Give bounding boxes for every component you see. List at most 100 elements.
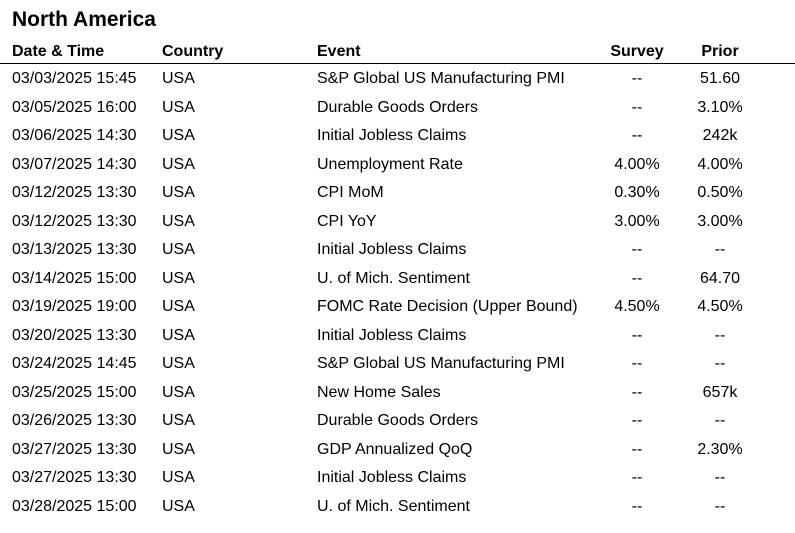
cell-country: USA <box>162 98 195 116</box>
cell-country: USA <box>162 412 195 429</box>
cell-prior: -- <box>714 412 726 429</box>
cell-event: New Home Sales <box>317 383 441 401</box>
cell-country: USA <box>162 326 195 344</box>
cell-survey: -- <box>631 269 643 287</box>
cell-event: S&P Global US Manufacturing PMI <box>317 355 565 372</box>
cell-prior: 51.60 <box>699 70 741 87</box>
table-row: 03/19/2025 19:00 USA FOMC Rate Decision (U… <box>0 293 795 322</box>
cell-survey: -- <box>631 355 643 372</box>
cell-prior: 0.50% <box>697 184 743 201</box>
column-header-prior: Prior <box>701 43 739 60</box>
cell-event: Initial Jobless Claims <box>317 241 467 258</box>
cell-date: 03/05/2025 16:00 <box>12 98 137 116</box>
table-row: 03/12/2025 13:30 USA CPI YoY 3.00% 3.00% <box>0 208 795 237</box>
cell-country: USA <box>162 184 195 201</box>
cell-survey: 4.50% <box>614 298 660 315</box>
cell-date: 03/19/2025 19:00 <box>12 298 137 315</box>
page-title: North America <box>12 8 156 31</box>
table-row: 03/05/2025 16:00 USA Durable Goods Orders -… <box>0 94 795 123</box>
cell-country: USA <box>162 70 195 87</box>
table-row: 03/28/2025 15:00 USA U. of Mich. Sentiment… <box>0 493 795 522</box>
cell-event: Durable Goods Orders <box>317 412 478 429</box>
cell-prior: 4.00% <box>697 155 743 173</box>
cell-country: USA <box>162 298 195 315</box>
cell-survey: -- <box>631 98 643 116</box>
cell-survey: -- <box>631 326 643 344</box>
cell-prior: 4.50% <box>697 298 743 315</box>
cell-prior: -- <box>714 241 726 258</box>
cell-event: Initial Jobless Claims <box>317 127 467 144</box>
cell-survey: -- <box>631 469 643 486</box>
cell-country: USA <box>162 212 195 230</box>
cell-prior: -- <box>714 355 726 372</box>
cell-survey: 0.30% <box>614 184 660 201</box>
cell-event: CPI MoM <box>317 184 384 201</box>
cell-event: Unemployment Rate <box>317 155 463 173</box>
cell-date: 03/25/2025 15:00 <box>12 383 137 401</box>
cell-date: 03/28/2025 15:00 <box>12 497 137 515</box>
cell-prior: 657k <box>702 383 738 401</box>
cell-survey: -- <box>631 440 643 458</box>
column-header-country: Country <box>162 43 224 60</box>
cell-event: S&P Global US Manufacturing PMI <box>317 70 565 87</box>
cell-country: USA <box>162 383 195 401</box>
cell-country: USA <box>162 269 195 287</box>
cell-prior: 3.10% <box>697 98 743 116</box>
table-row: 03/14/2025 15:00 USA U. of Mich. Sentiment… <box>0 265 795 294</box>
table-body: 03/03/2025 15:45 USA S&P Global US Manufac… <box>0 65 795 521</box>
cell-country: USA <box>162 440 195 458</box>
cell-date: 03/24/2025 14:45 <box>12 355 137 372</box>
economic-calendar-table: Date & Time Country Event Survey Prior 0… <box>0 40 795 520</box>
table-row: 03/07/2025 14:30 USA Unemployment Rate 4.00… <box>0 151 795 180</box>
cell-survey: -- <box>631 127 643 144</box>
table-row: 03/27/2025 13:30 USA Initial Jobless Claim… <box>0 464 795 493</box>
cell-date: 03/27/2025 13:30 <box>12 469 137 486</box>
cell-country: USA <box>162 497 195 515</box>
cell-date: 03/26/2025 13:30 <box>12 412 137 429</box>
cell-date: 03/12/2025 13:30 <box>12 212 137 230</box>
cell-survey: 3.00% <box>614 212 660 230</box>
cell-event: CPI YoY <box>317 212 377 230</box>
cell-date: 03/03/2025 15:45 <box>12 70 137 87</box>
column-header-date: Date & Time <box>12 43 105 60</box>
cell-survey: 4.00% <box>614 155 660 173</box>
table-row: 03/26/2025 13:30 USA Durable Goods Orders -… <box>0 407 795 436</box>
table-row: 03/20/2025 13:30 USA Initial Jobless Claim… <box>0 322 795 351</box>
cell-survey: -- <box>631 241 643 258</box>
cell-event: Initial Jobless Claims <box>317 469 467 486</box>
cell-survey: -- <box>631 412 643 429</box>
cell-prior: 3.00% <box>697 212 743 230</box>
cell-event: Initial Jobless Claims <box>317 326 467 344</box>
column-header-event: Event <box>317 43 361 60</box>
cell-prior: -- <box>714 497 726 515</box>
table-row: 03/03/2025 15:45 USA S&P Global US Manufac… <box>0 65 795 94</box>
cell-country: USA <box>162 469 195 486</box>
table-row: 03/13/2025 13:30 USA Initial Jobless Claim… <box>0 236 795 265</box>
cell-prior: 2.30% <box>697 440 743 458</box>
table-row: 03/12/2025 13:30 USA CPI MoM 0.30% 0.50% <box>0 179 795 208</box>
cell-date: 03/14/2025 15:00 <box>12 269 137 287</box>
cell-country: USA <box>162 155 195 173</box>
table-row: 03/25/2025 15:00 USA New Home Sales -- 657k <box>0 379 795 408</box>
cell-survey: -- <box>631 383 643 401</box>
cell-prior: -- <box>714 326 726 344</box>
table-row: 03/27/2025 13:30 USA GDP Annualized QoQ -- 2… <box>0 436 795 465</box>
cell-event: GDP Annualized QoQ <box>317 440 473 458</box>
cell-date: 03/27/2025 13:30 <box>12 440 137 458</box>
table-header: Date & Time Country Event Survey Prior <box>0 40 795 64</box>
cell-prior: -- <box>714 469 726 486</box>
table-row: 03/24/2025 14:45 USA S&P Global US Manufac… <box>0 350 795 379</box>
cell-event: U. of Mich. Sentiment <box>317 497 470 515</box>
cell-event: U. of Mich. Sentiment <box>317 269 470 287</box>
cell-date: 03/07/2025 14:30 <box>12 155 137 173</box>
cell-prior: 64.70 <box>699 269 741 287</box>
cell-event: FOMC Rate Decision (Upper Bound) <box>317 298 578 315</box>
cell-survey: -- <box>631 70 643 87</box>
cell-date: 03/06/2025 14:30 <box>12 127 137 144</box>
cell-date: 03/12/2025 13:30 <box>12 184 137 201</box>
cell-event: Durable Goods Orders <box>317 98 478 116</box>
column-header-survey: Survey <box>610 43 664 60</box>
cell-country: USA <box>162 127 195 144</box>
cell-date: 03/20/2025 13:30 <box>12 326 137 344</box>
cell-country: USA <box>162 355 195 372</box>
